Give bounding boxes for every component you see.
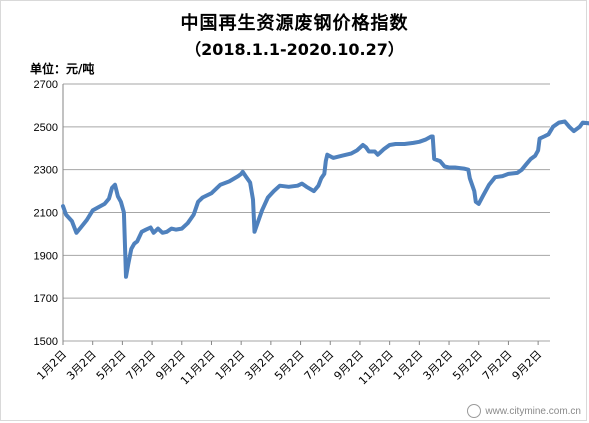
x-tick-label: 5月2日 (272, 348, 307, 383)
x-tick-label: 1月2日 (391, 348, 426, 383)
x-tick-label: 9月2日 (510, 348, 545, 383)
x-tick-label: 3月2日 (242, 348, 277, 383)
y-tick-label: 1900 (34, 250, 58, 262)
y-tick-label: 2500 (34, 122, 58, 134)
x-tick-label: 3月2日 (64, 348, 99, 383)
watermark: www.citymine.com.cn (467, 404, 581, 418)
y-tick-label: 1700 (34, 293, 58, 305)
x-tick-label: 7月2日 (302, 348, 337, 383)
x-tick-label: 1月2日 (213, 348, 248, 383)
series-line (61, 119, 589, 279)
y-tick-label: 2100 (34, 208, 58, 220)
unit-label: 单位：元/吨 (30, 62, 95, 76)
watermark-logo-icon (467, 404, 482, 418)
x-tick-label: 1月2日 (34, 348, 69, 383)
y-tick-label: 1500 (34, 336, 58, 348)
x-tick-label: 3月2日 (421, 348, 456, 383)
x-tick-label: 7月2日 (480, 348, 515, 383)
y-tick-label: 2300 (34, 165, 58, 177)
chart-subtitle: （2018.1.1-2020.10.27） (185, 40, 404, 59)
y-tick-label: 2700 (34, 79, 58, 91)
chart-title: 中国再生资源废钢价格指数 (180, 13, 409, 34)
x-tick-label: 5月2日 (94, 348, 129, 383)
x-tick-label: 5月2日 (450, 348, 485, 383)
watermark-text: www.citymine.com.cn (485, 405, 581, 417)
x-tick-label: 7月2日 (124, 348, 159, 383)
